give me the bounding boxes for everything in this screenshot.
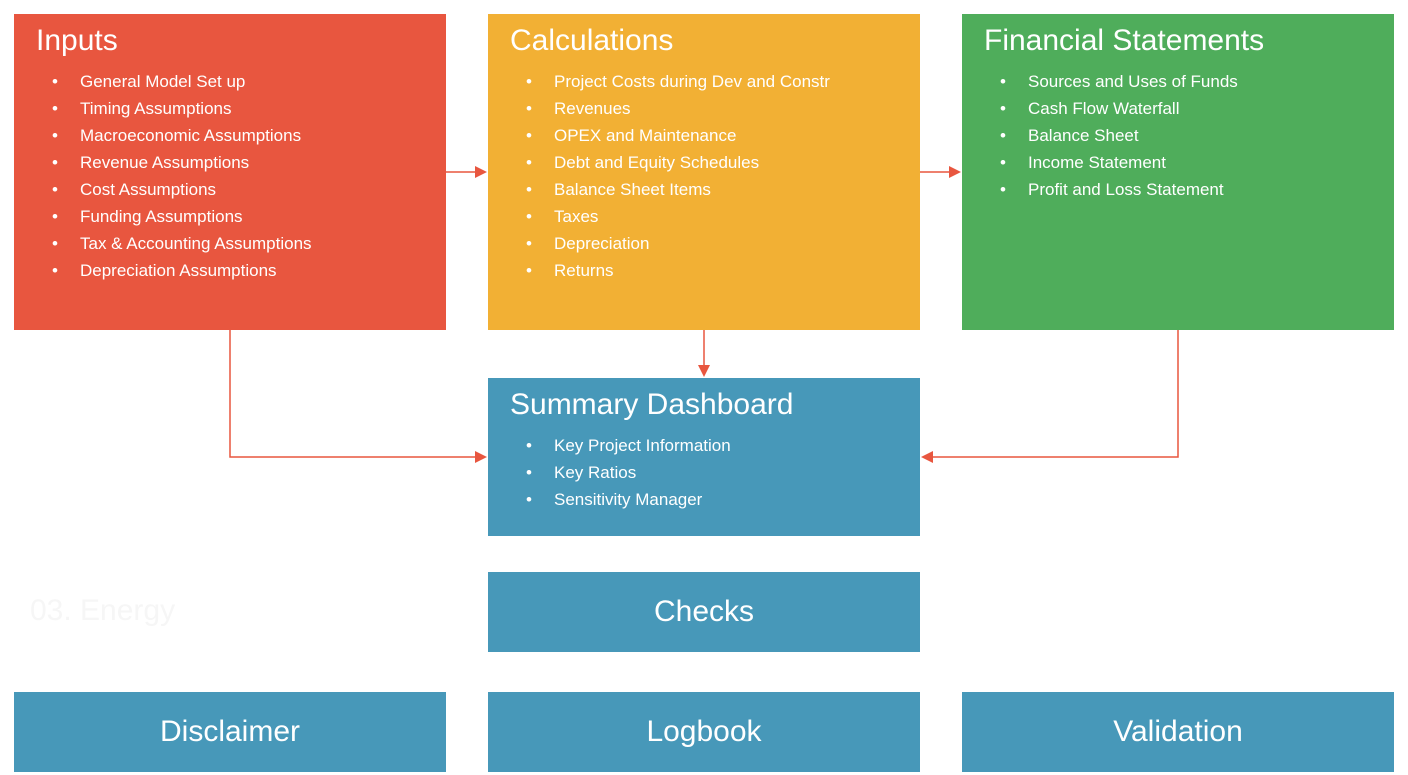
list-item: Macroeconomic Assumptions — [52, 122, 428, 149]
list-item: Sensitivity Manager — [526, 486, 902, 513]
inputs-list: General Model Set up Timing Assumptions … — [32, 68, 428, 284]
list-item: Timing Assumptions — [52, 95, 428, 122]
list-item: Profit and Loss Statement — [1000, 176, 1376, 203]
watermark-text: 03. Energy — [30, 594, 175, 628]
financials-list: Sources and Uses of Funds Cash Flow Wate… — [980, 68, 1376, 203]
list-item: Balance Sheet Items — [526, 176, 902, 203]
list-item: Returns — [526, 257, 902, 284]
calculations-list: Project Costs during Dev and Constr Reve… — [506, 68, 902, 284]
inputs-box: Inputs General Model Set up Timing Assum… — [14, 14, 446, 330]
logbook-box: Logbook — [488, 692, 920, 772]
list-item: OPEX and Maintenance — [526, 122, 902, 149]
summary-list: Key Project Information Key Ratios Sensi… — [506, 432, 902, 513]
list-item: Balance Sheet — [1000, 122, 1376, 149]
list-item: General Model Set up — [52, 68, 428, 95]
calculations-title: Calculations — [506, 24, 902, 58]
financials-box: Financial Statements Sources and Uses of… — [962, 14, 1394, 330]
calculations-box: Calculations Project Costs during Dev an… — [488, 14, 920, 330]
inputs-title: Inputs — [32, 24, 428, 58]
disclaimer-box: Disclaimer — [14, 692, 446, 772]
arrow-fin-to-summary — [924, 330, 1178, 457]
list-item: Cost Assumptions — [52, 176, 428, 203]
list-item: Revenue Assumptions — [52, 149, 428, 176]
list-item: Income Statement — [1000, 149, 1376, 176]
list-item: Debt and Equity Schedules — [526, 149, 902, 176]
list-item: Sources and Uses of Funds — [1000, 68, 1376, 95]
list-item: Project Costs during Dev and Constr — [526, 68, 902, 95]
list-item: Tax & Accounting Assumptions — [52, 230, 428, 257]
list-item: Funding Assumptions — [52, 203, 428, 230]
summary-title: Summary Dashboard — [506, 388, 902, 422]
list-item: Depreciation — [526, 230, 902, 257]
list-item: Cash Flow Waterfall — [1000, 95, 1376, 122]
list-item: Taxes — [526, 203, 902, 230]
validation-box: Validation — [962, 692, 1394, 772]
arrow-inputs-to-summary — [230, 330, 484, 457]
list-item: Revenues — [526, 95, 902, 122]
list-item: Key Project Information — [526, 432, 902, 459]
summary-box: Summary Dashboard Key Project Informatio… — [488, 378, 920, 536]
financials-title: Financial Statements — [980, 24, 1376, 58]
list-item: Depreciation Assumptions — [52, 257, 428, 284]
checks-box: Checks — [488, 572, 920, 652]
list-item: Key Ratios — [526, 459, 902, 486]
